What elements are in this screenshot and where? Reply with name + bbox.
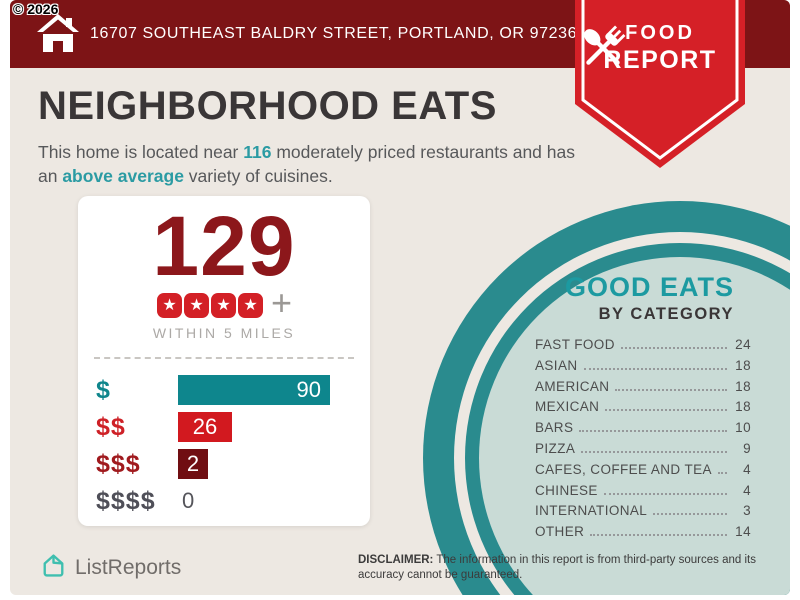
category-label: ASIAN [535, 357, 578, 373]
dotted-leader [615, 388, 727, 391]
price-bar: 90 [178, 375, 330, 405]
intro-paragraph: This home is located near 116 moderately… [38, 140, 583, 188]
category-label: FAST FOOD [535, 337, 615, 352]
good-eats-subtitle: BY CATEGORY [598, 305, 734, 323]
intro-highlight: above average [62, 166, 184, 187]
category-count: 10 [735, 420, 751, 436]
category-row: FAST FOOD 24 [535, 337, 751, 358]
plus-suffix: + [270, 282, 293, 323]
listreports-wordmark: ListReports [75, 556, 182, 579]
report-canvas: 16707 SOUTHEAST BALDRY STREET, PORTLAND,… [10, 0, 790, 595]
category-count: 4 [743, 482, 751, 498]
disclaimer: DISCLAIMER: The information in this repo… [358, 553, 756, 583]
category-label: BARS [535, 420, 574, 436]
category-label: AMERICAN [535, 378, 610, 394]
dotted-leader [653, 513, 727, 516]
dashed-divider [94, 357, 354, 359]
price-bar: 26 [178, 412, 232, 442]
good-eats-title: GOOD EATS [564, 272, 734, 302]
intro-text-2: moderately priced restaurants and has an [38, 142, 575, 187]
price-chart: $90 $$ 26 $$$ 2 $$$$ 0 [78, 375, 370, 516]
star-icon: ★ [210, 292, 236, 318]
category-row: AMERICAN 18 [535, 379, 751, 400]
category-count: 14 [735, 524, 751, 540]
price-tier-label: $ [96, 375, 111, 404]
star-rating: ★ ★ ★ ★ + [78, 285, 370, 321]
category-count: 18 [735, 357, 751, 373]
category-row: CHINESE 4 [535, 483, 751, 504]
food-report-badge: FOOD REPORT [575, 0, 745, 168]
badge-title-line1: FOOD [625, 22, 695, 44]
property-address: 16707 SOUTHEAST BALDRY STREET, PORTLAND,… [90, 25, 578, 42]
category-label: MEXICAN [535, 399, 600, 415]
dotted-leader [581, 450, 727, 453]
category-row: INTERNATIONAL 3 [535, 503, 751, 524]
category-label: INTERNATIONAL [535, 503, 648, 519]
intro-text-3: variety of cuisines. [183, 166, 333, 187]
disclaimer-label: DISCLAIMER: [358, 554, 434, 566]
category-label: CAFES, COFFEE AND TEA [535, 461, 712, 477]
dotted-leader [583, 367, 727, 370]
category-label: OTHER [535, 524, 585, 540]
dotted-leader [590, 534, 727, 537]
category-label: CHINESE [535, 482, 598, 498]
category-count: 3 [743, 503, 751, 519]
price-tier-label: $$ [96, 412, 126, 441]
category-count: 18 [735, 378, 751, 394]
price-chart-row: $$ 26 [78, 412, 370, 442]
category-count: 18 [735, 399, 751, 415]
listreports-house-icon [40, 552, 67, 584]
category-row: CAFES, COFFEE AND TEA 4 [535, 462, 751, 483]
category-row: ASIAN 18 [535, 358, 751, 379]
restaurant-count: 116 [243, 142, 272, 162]
good-eats-heading: GOOD EATS BY CATEGORY [529, 272, 734, 324]
listreports-logo: ListReports [40, 552, 181, 584]
price-tier-label: $$$$ [96, 486, 156, 515]
star-icon: ★ [156, 292, 182, 318]
price-chart-row: $$$ 2 [78, 449, 370, 479]
star-icon: ★ [183, 292, 209, 318]
radius-label: WITHIN 5 MILES [152, 325, 296, 341]
intro-text-1: This home is located near [38, 142, 244, 162]
dotted-leader [620, 347, 727, 349]
summary-card: 129 ★ ★ ★ ★ + WITHIN 5 MILES $90 $$ 26 $$$ 2 $$$$… [78, 196, 370, 526]
dotted-leader [605, 409, 727, 412]
price-bar-zero-value: 0 [182, 488, 195, 513]
category-count: 24 [735, 337, 751, 352]
category-row: OTHER 14 [535, 524, 751, 545]
disclaimer-text: The information in this report is from t… [358, 554, 756, 581]
price-chart-row: $$$$ 0 [78, 486, 370, 516]
copyright-watermark: © 2026 [13, 1, 59, 17]
category-count: 9 [743, 440, 751, 456]
category-count: 4 [743, 461, 751, 477]
dotted-leader [717, 471, 727, 474]
price-bar: 2 [178, 449, 208, 479]
star-icon: ★ [237, 292, 263, 318]
page-title: NEIGHBORHOOD EATS [38, 84, 497, 128]
dotted-leader [579, 430, 727, 433]
category-row: BARS 10 [535, 420, 751, 441]
total-restaurants-number: 129 [152, 199, 296, 293]
home-icon [36, 13, 80, 57]
price-chart-row: $90 [78, 375, 370, 405]
category-label: PIZZA [535, 440, 576, 456]
category-row: PIZZA 9 [535, 441, 751, 462]
dotted-leader [603, 492, 727, 495]
price-tier-label: $$$ [96, 449, 141, 478]
good-eats-category-list: FAST FOOD 24 ASIAN 18 AMERICAN 18 MEXICAN 18 BAR… [535, 337, 751, 545]
category-row: MEXICAN 18 [535, 399, 751, 420]
badge-title-line2: REPORT [603, 46, 717, 74]
